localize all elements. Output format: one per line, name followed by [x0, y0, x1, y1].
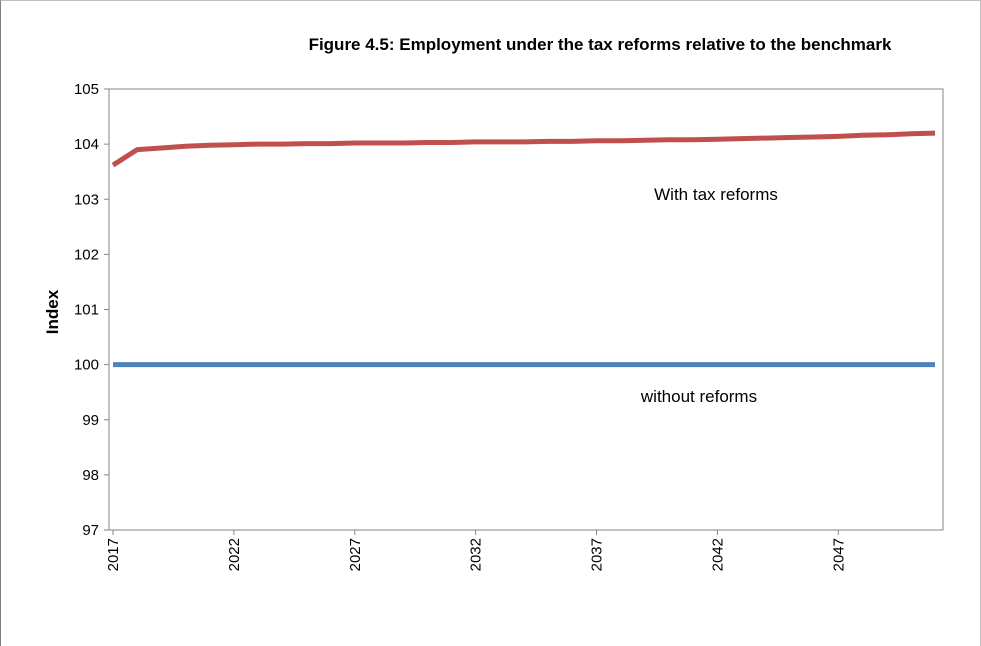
y-tick-label: 101	[74, 302, 99, 319]
y-tick-label: 102	[74, 246, 99, 263]
annotation-without-reforms: without reforms	[640, 387, 757, 406]
y-tick-label: 103	[74, 191, 99, 208]
x-tick-label: 2037	[589, 538, 606, 571]
x-tick-label: 2042	[709, 538, 726, 571]
y-tick-label: 100	[74, 357, 99, 374]
plot-border	[108, 88, 944, 531]
y-tick-label: 98	[82, 467, 99, 484]
annotation-with-tax-reforms: With tax reforms	[654, 185, 778, 204]
y-tick-label: 105	[74, 81, 99, 98]
y-tick-label: 99	[82, 412, 99, 429]
x-tick-label: 2032	[468, 538, 485, 571]
chart-title: Figure 4.5: Employment under the tax ref…	[309, 35, 892, 54]
y-axis-label: Index	[43, 289, 62, 334]
x-tick-label: 2017	[105, 538, 122, 571]
x-tick-label: 2022	[226, 538, 243, 571]
y-tick-label: 104	[74, 136, 99, 153]
x-tick-label: 2027	[347, 538, 364, 571]
plot-area: 97 98 99 100 101 102 103 104 105 2017 2022 2027 2032…	[74, 81, 944, 571]
x-tick-label: 2047	[830, 538, 847, 571]
y-tick-label: 97	[82, 522, 99, 539]
series-line-1	[111, 130, 936, 168]
